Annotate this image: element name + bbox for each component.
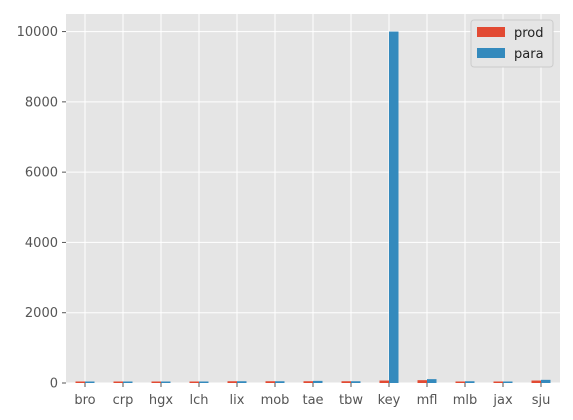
bar-prod-sju <box>531 380 541 383</box>
legend: prod para <box>470 19 554 68</box>
bar-para-mlb <box>465 381 475 383</box>
bar-prod-tae <box>303 381 313 383</box>
x-tick-label: tae <box>302 393 323 408</box>
y-tick-label: 6000 <box>25 166 58 181</box>
bar-prod-mob <box>265 381 275 383</box>
bar-para-lix <box>237 381 247 383</box>
bar-para-tbw <box>351 381 361 383</box>
bar-para-key <box>389 31 399 383</box>
bar-para-lch <box>199 381 209 383</box>
bar-para-mob <box>275 381 285 383</box>
y-tick-label: 0 <box>50 377 58 392</box>
bar-prod-lix <box>227 381 237 383</box>
bar-prod-mlb <box>455 381 465 383</box>
bar-prod-crp <box>113 381 123 383</box>
x-axis: bro crp hgx lch lix mob tae tbw key mfl mlb jax sju <box>74 383 550 408</box>
x-tick-label: lch <box>190 393 209 408</box>
legend-label-prod: prod <box>514 26 544 41</box>
legend-swatch-para <box>477 48 505 58</box>
x-tick-label: key <box>378 393 401 408</box>
bar-prod-bro <box>75 381 85 383</box>
x-tick-label: tbw <box>339 393 363 408</box>
bar-para-crp <box>123 381 133 383</box>
bar-prod-key <box>379 380 389 383</box>
bar-prod-hgx <box>151 381 161 383</box>
bar-para-tae <box>313 380 323 383</box>
x-tick-label: mfl <box>417 393 438 408</box>
x-tick-label: hgx <box>149 393 173 408</box>
y-tick-label: 2000 <box>25 306 58 321</box>
x-tick-label: jax <box>492 393 513 408</box>
y-tick-label: 10000 <box>17 25 58 40</box>
x-tick-label: crp <box>113 393 134 408</box>
x-tick-label: mlb <box>453 393 478 408</box>
x-tick-label: mob <box>261 393 290 408</box>
bar-prod-jax <box>493 381 503 383</box>
bar-para-jax <box>503 381 513 383</box>
y-axis: 0 2000 4000 6000 8000 10000 <box>17 25 66 392</box>
x-tick-label: bro <box>74 393 95 408</box>
bar-prod-tbw <box>341 381 351 383</box>
x-tick-label: sju <box>532 393 551 408</box>
bar-prod-lch <box>189 381 199 383</box>
legend-label-para: para <box>514 47 544 62</box>
bar-para-bro <box>85 381 95 383</box>
bar-para-sju <box>541 379 551 383</box>
bars <box>75 31 551 383</box>
bar-prod-mfl <box>417 380 427 383</box>
y-tick-label: 8000 <box>25 95 58 110</box>
bar-para-hgx <box>161 381 171 383</box>
bar-para-mfl <box>427 379 437 383</box>
y-tick-label: 4000 <box>25 236 58 251</box>
legend-swatch-prod <box>477 27 505 37</box>
x-tick-label: lix <box>230 393 245 408</box>
